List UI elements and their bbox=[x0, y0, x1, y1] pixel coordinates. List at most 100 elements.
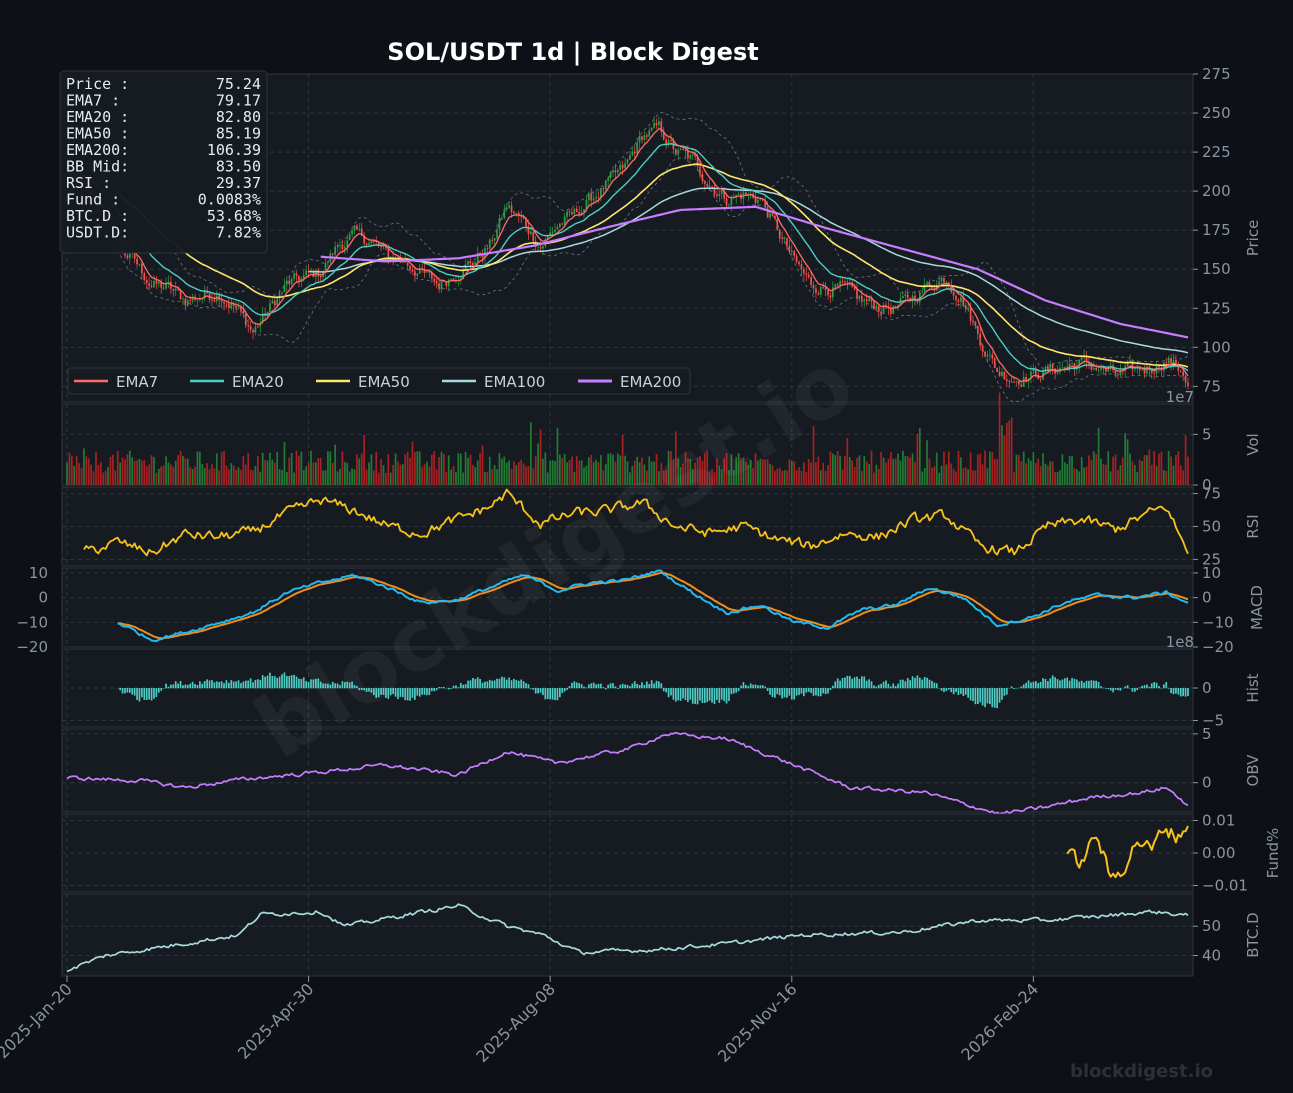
candle bbox=[467, 259, 469, 266]
hist-bar bbox=[252, 682, 254, 689]
candle-body bbox=[1126, 362, 1129, 367]
volume-bar bbox=[237, 467, 240, 485]
candle bbox=[406, 260, 409, 271]
volume-bar bbox=[853, 467, 856, 485]
volume-bar bbox=[334, 444, 337, 485]
candle bbox=[624, 157, 626, 172]
hist-bar bbox=[600, 683, 602, 689]
hist-bar bbox=[426, 688, 428, 696]
hist-bar bbox=[1162, 684, 1165, 689]
candle-body bbox=[559, 223, 561, 228]
candle bbox=[803, 266, 805, 281]
volume-bar bbox=[1107, 451, 1110, 485]
candle-body bbox=[754, 197, 757, 203]
candle-body bbox=[979, 333, 982, 346]
candle-body bbox=[590, 193, 593, 201]
volume-bar bbox=[148, 464, 150, 485]
candle-body bbox=[481, 254, 484, 258]
candle-body bbox=[1182, 371, 1185, 376]
candle-body bbox=[1025, 376, 1027, 382]
candle-body bbox=[817, 293, 820, 295]
candle bbox=[993, 356, 996, 369]
candle bbox=[228, 298, 230, 314]
candle bbox=[153, 274, 155, 288]
hist-bar bbox=[298, 678, 300, 689]
volume-bar bbox=[409, 458, 411, 485]
candle bbox=[358, 223, 361, 232]
hist-bar bbox=[962, 688, 965, 696]
volume-bar bbox=[691, 468, 694, 485]
candle-body bbox=[964, 305, 967, 310]
candle-body bbox=[911, 295, 914, 301]
candle-body bbox=[498, 218, 501, 230]
volume-bar bbox=[1044, 463, 1047, 485]
hist-bar bbox=[824, 688, 827, 695]
candle-body bbox=[962, 297, 965, 306]
gridlines-macd bbox=[62, 568, 1193, 648]
volume-bar bbox=[244, 464, 247, 485]
volume-bar bbox=[90, 464, 93, 485]
candle-body bbox=[300, 278, 303, 281]
volume-bar bbox=[211, 464, 213, 485]
hist-bar bbox=[967, 688, 969, 698]
candle-body bbox=[346, 240, 349, 247]
volume-bar bbox=[1049, 461, 1052, 485]
hist-bar bbox=[848, 675, 851, 689]
volume-bar bbox=[674, 431, 677, 485]
volume-bar bbox=[904, 456, 907, 485]
hist-bar bbox=[1177, 688, 1180, 695]
bb-lower bbox=[112, 156, 1189, 403]
hist-bar bbox=[1071, 677, 1073, 689]
candle-body bbox=[271, 300, 274, 304]
candle bbox=[1005, 374, 1008, 387]
hist-bar bbox=[1153, 682, 1156, 689]
volume-bar bbox=[945, 464, 948, 485]
volume-bar bbox=[803, 462, 805, 485]
volume-bar bbox=[302, 470, 305, 485]
candle bbox=[788, 240, 791, 254]
legend-frame bbox=[67, 367, 691, 395]
volume-bar bbox=[1037, 458, 1040, 485]
volume-bar bbox=[754, 453, 757, 485]
candle-body bbox=[578, 211, 581, 216]
candle-body bbox=[153, 280, 155, 288]
hist-bar bbox=[488, 679, 491, 689]
volume-bar bbox=[107, 466, 109, 485]
candle bbox=[1010, 376, 1013, 383]
volume-bar bbox=[455, 471, 457, 485]
candle-body bbox=[1092, 367, 1095, 370]
hist-bar bbox=[358, 688, 361, 691]
candle-body bbox=[232, 303, 235, 307]
hist-bar bbox=[1056, 679, 1059, 689]
hist-bar bbox=[1027, 680, 1030, 689]
volume-bar bbox=[897, 453, 899, 485]
candle bbox=[203, 285, 206, 302]
info-label: BB Mid: bbox=[66, 158, 129, 176]
candle bbox=[150, 279, 153, 289]
candle-body bbox=[522, 216, 525, 219]
candle bbox=[877, 303, 880, 318]
volume-bar bbox=[600, 455, 602, 485]
hist-bar bbox=[696, 688, 699, 705]
candle bbox=[491, 237, 494, 244]
volume-bar bbox=[575, 456, 578, 485]
macd-line bbox=[117, 569, 1189, 643]
volume-bar bbox=[223, 451, 225, 485]
ytick-label-1: 0 bbox=[1202, 774, 1212, 792]
hist-bar bbox=[761, 685, 764, 689]
ylabel-volume: Vol bbox=[1244, 433, 1262, 455]
hist-bar bbox=[815, 688, 817, 696]
candle bbox=[363, 231, 366, 247]
hist-bar bbox=[421, 688, 423, 695]
hist-bar bbox=[1003, 688, 1006, 696]
hist-bar bbox=[1049, 678, 1052, 689]
candle-body bbox=[865, 299, 868, 302]
hist-bar bbox=[619, 684, 622, 689]
hist-bar bbox=[1114, 688, 1117, 690]
candle bbox=[559, 222, 561, 229]
volume-bar bbox=[549, 460, 552, 485]
hist-bar bbox=[800, 688, 803, 694]
volume-bar bbox=[858, 455, 861, 485]
hist-bar bbox=[141, 688, 143, 698]
hist-bar bbox=[957, 688, 960, 696]
